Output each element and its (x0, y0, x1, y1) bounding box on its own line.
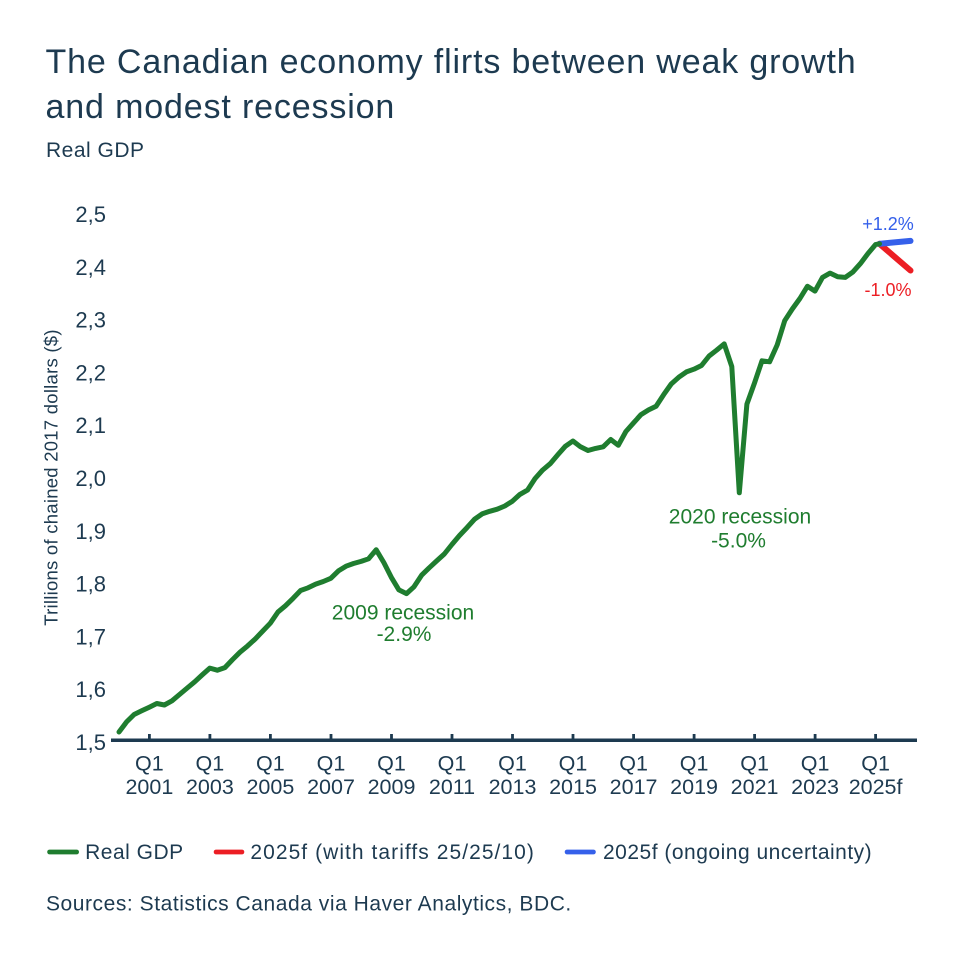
svg-text:2,0: 2,0 (75, 466, 106, 491)
svg-text:Q1: Q1 (498, 751, 527, 775)
svg-text:2009: 2009 (368, 775, 416, 799)
svg-text:2,4: 2,4 (75, 255, 106, 280)
svg-text:2021: 2021 (731, 775, 779, 799)
svg-text:2007: 2007 (307, 775, 355, 799)
svg-text:Q1: Q1 (135, 751, 164, 775)
svg-text:Q1: Q1 (740, 751, 769, 775)
svg-text:Sources: Statistics Canada via: Sources: Statistics Canada via Haver Ana… (46, 893, 572, 916)
svg-text:2,2: 2,2 (75, 360, 106, 385)
svg-text:-5.0%: -5.0% (711, 530, 766, 553)
svg-text:2,3: 2,3 (75, 308, 106, 333)
svg-text:-2.9%: -2.9% (377, 623, 432, 646)
svg-text:Q1: Q1 (377, 751, 406, 775)
svg-text:2019: 2019 (670, 775, 718, 799)
svg-text:2,1: 2,1 (75, 413, 106, 438)
svg-text:Q1: Q1 (801, 751, 830, 775)
svg-text:Real GDP: Real GDP (46, 139, 145, 162)
svg-text:2025f (with tariffs 25/25/10): 2025f (with tariffs 25/25/10) (250, 841, 535, 864)
svg-text:2,5: 2,5 (75, 202, 106, 227)
svg-text:Q1: Q1 (680, 751, 709, 775)
svg-text:Q1: Q1 (317, 751, 346, 775)
svg-text:2011: 2011 (429, 775, 475, 799)
svg-text:2001: 2001 (125, 775, 173, 799)
svg-text:Trillions of chained 2017 doll: Trillions of chained 2017 dollars ($) (41, 329, 62, 626)
svg-text:Real GDP: Real GDP (85, 841, 184, 864)
svg-text:1,9: 1,9 (75, 519, 106, 544)
svg-text:1,8: 1,8 (75, 572, 106, 597)
svg-text:1,5: 1,5 (75, 730, 106, 755)
svg-text:2017: 2017 (610, 775, 658, 799)
svg-text:-1.0%: -1.0% (864, 280, 911, 300)
svg-text:The Canadian economy flirts be: The Canadian economy flirts between weak… (46, 43, 857, 81)
svg-text:Q1: Q1 (861, 751, 890, 775)
svg-text:2020 recession: 2020 recession (669, 506, 811, 529)
svg-text:2025f: 2025f (849, 775, 903, 799)
svg-text:+1.2%: +1.2% (862, 214, 914, 234)
svg-text:Q1: Q1 (438, 751, 467, 775)
svg-text:Q1: Q1 (196, 751, 225, 775)
svg-text:1,6: 1,6 (75, 677, 106, 702)
svg-text:2009 recession: 2009 recession (332, 602, 474, 625)
svg-text:2023: 2023 (791, 775, 839, 799)
svg-text:1,7: 1,7 (75, 624, 106, 649)
svg-text:Q1: Q1 (559, 751, 588, 775)
svg-text:Q1: Q1 (256, 751, 285, 775)
svg-text:2025f (ongoing uncertainty): 2025f (ongoing uncertainty) (603, 841, 872, 864)
svg-text:2003: 2003 (186, 775, 234, 799)
svg-text:Q1: Q1 (619, 751, 648, 775)
svg-text:2013: 2013 (489, 775, 537, 799)
svg-text:and modest recession: and modest recession (46, 88, 396, 126)
svg-text:2015: 2015 (549, 775, 597, 799)
svg-text:2005: 2005 (246, 775, 294, 799)
